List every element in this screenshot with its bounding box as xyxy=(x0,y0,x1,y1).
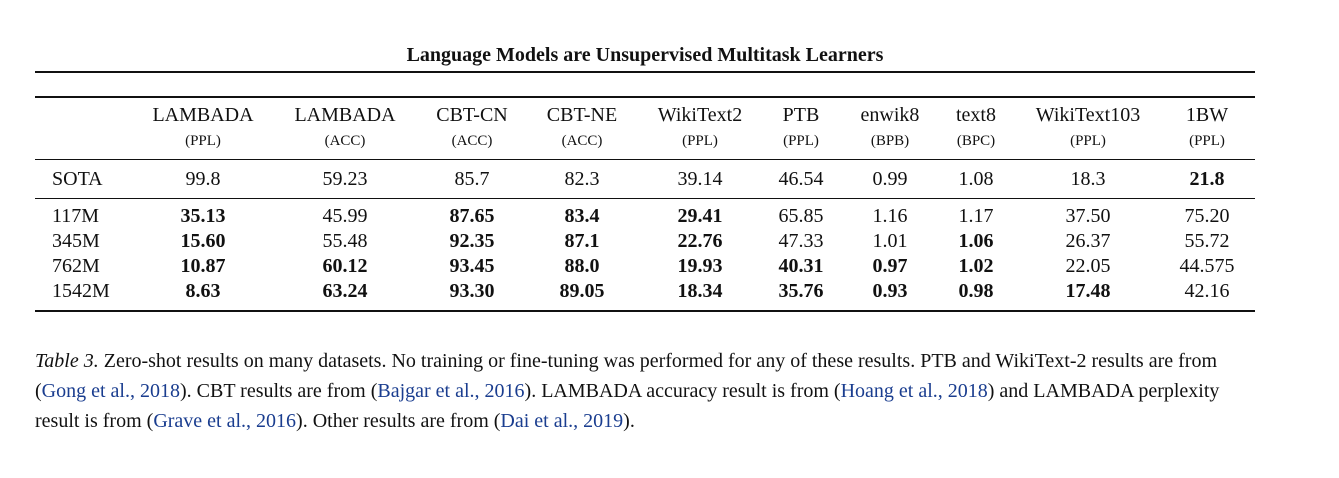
column-metric: (ACC) xyxy=(561,133,603,149)
table-cell: 0.98 xyxy=(958,280,994,302)
citation-link[interactable]: Grave et al., 2016 xyxy=(153,410,297,432)
table-cell: 92.35 xyxy=(449,230,495,252)
table-cell: 93.45 xyxy=(449,255,495,277)
column-metric: (ACC) xyxy=(324,133,366,149)
table-cell: 22.76 xyxy=(677,230,723,252)
table-sota-rule xyxy=(35,198,1255,199)
table-cell: 45.99 xyxy=(322,205,368,227)
table-cell: 35.76 xyxy=(778,280,824,302)
table-cell: 59.23 xyxy=(322,168,368,190)
caption-text: ). xyxy=(623,410,635,432)
row-label: 1542M xyxy=(52,280,110,302)
table-cell: 37.50 xyxy=(1065,205,1111,227)
column-metric: (PPL) xyxy=(783,133,819,149)
column-header: WikiText2 xyxy=(657,104,743,126)
table-cell: 0.93 xyxy=(872,280,908,302)
table-cell: 8.63 xyxy=(185,280,221,302)
table-cell: 18.3 xyxy=(1070,168,1106,190)
caption-text: ). LAMBADA accuracy result is from ( xyxy=(524,380,841,402)
table-cell: 1.02 xyxy=(958,255,994,277)
caption-text: Zero-shot results on many datasets. No t… xyxy=(35,350,1217,402)
table-cell: 15.60 xyxy=(180,230,226,252)
table-cell: 87.1 xyxy=(564,230,600,252)
table-cell: 1.08 xyxy=(958,168,994,190)
column-header: WikiText103 xyxy=(1035,104,1141,126)
column-header: LAMBADA xyxy=(152,104,254,126)
table-cell: 26.37 xyxy=(1065,230,1111,252)
row-label: SOTA xyxy=(52,168,103,190)
table-cell: 18.34 xyxy=(677,280,723,302)
caption-text: ). Other results are from ( xyxy=(296,410,501,432)
column-metric: (PPL) xyxy=(1189,133,1225,149)
table-cell: 1.16 xyxy=(872,205,908,227)
table-cell: 89.05 xyxy=(559,280,605,302)
column-header: LAMBADA xyxy=(294,104,396,126)
table-cell: 29.41 xyxy=(677,205,723,227)
table-cell: 46.54 xyxy=(778,168,824,190)
table-cell: 22.05 xyxy=(1065,255,1111,277)
table-cell: 1.17 xyxy=(958,205,994,227)
table-cell: 40.31 xyxy=(778,255,824,277)
table-cell: 65.85 xyxy=(778,205,824,227)
row-label: 345M xyxy=(52,230,100,252)
citation-link[interactable]: Hoang et al., 2018 xyxy=(840,380,988,402)
column-metric: (ACC) xyxy=(451,133,493,149)
table-cell: 1.06 xyxy=(958,230,994,252)
table-cell: 63.24 xyxy=(322,280,368,302)
table-cell: 44.575 xyxy=(1179,255,1235,277)
column-header: text8 xyxy=(956,104,996,126)
column-header: enwik8 xyxy=(860,104,920,126)
column-metric: (BPB) xyxy=(870,133,910,149)
citation-link[interactable]: Dai et al., 2019 xyxy=(500,410,624,432)
table-cell: 0.97 xyxy=(872,255,908,277)
row-label: 762M xyxy=(52,255,100,277)
table-cell: 55.48 xyxy=(322,230,368,252)
table-cell: 75.20 xyxy=(1184,205,1230,227)
table-cell: 10.87 xyxy=(180,255,226,277)
table-cell: 93.30 xyxy=(449,280,495,302)
table-cell: 21.8 xyxy=(1189,168,1225,190)
table-cell: 60.12 xyxy=(322,255,368,277)
caption-text: ). CBT results are from ( xyxy=(179,380,378,402)
column-header: CBT-NE xyxy=(546,104,618,126)
citation-link[interactable]: Gong et al., 2018 xyxy=(41,380,180,402)
table-cell: 83.4 xyxy=(564,205,600,227)
table-cell: 0.99 xyxy=(872,168,908,190)
table-caption: Table 3. Zero-shot results on many datas… xyxy=(35,346,1265,436)
table-cell: 85.7 xyxy=(454,168,490,190)
table-cell: 82.3 xyxy=(564,168,600,190)
table-cell: 42.16 xyxy=(1184,280,1230,302)
table-cell: 88.0 xyxy=(564,255,600,277)
column-header: PTB xyxy=(782,104,820,126)
row-label: 117M xyxy=(52,205,100,227)
table-cell: 87.65 xyxy=(449,205,495,227)
table-top-rule xyxy=(35,96,1255,98)
column-metric: (PPL) xyxy=(185,133,221,149)
table-cell: 35.13 xyxy=(180,205,226,227)
table-cell: 39.14 xyxy=(677,168,723,190)
caption-label: Table 3. xyxy=(35,350,99,372)
column-header: 1BW xyxy=(1185,104,1229,126)
table-cell: 17.48 xyxy=(1065,280,1111,302)
table-cell: 19.93 xyxy=(677,255,723,277)
table-cell: 55.72 xyxy=(1184,230,1230,252)
table-cell: 47.33 xyxy=(778,230,824,252)
column-metric: (PPL) xyxy=(1070,133,1106,149)
column-metric: (PPL) xyxy=(682,133,718,149)
column-metric: (BPC) xyxy=(956,133,996,149)
table-cell: 1.01 xyxy=(872,230,908,252)
table-bottom-rule xyxy=(35,310,1255,312)
caption-text: ) and LAMBADA perplexity result is from … xyxy=(35,380,1220,432)
citation-link[interactable]: Bajgar et al., 2016 xyxy=(377,380,525,402)
header-rule xyxy=(35,71,1255,73)
running-head: Language Models are Unsupervised Multita… xyxy=(406,44,884,66)
table-header-rule xyxy=(35,159,1255,160)
column-header: CBT-CN xyxy=(436,104,508,126)
table-cell: 99.8 xyxy=(185,168,221,190)
